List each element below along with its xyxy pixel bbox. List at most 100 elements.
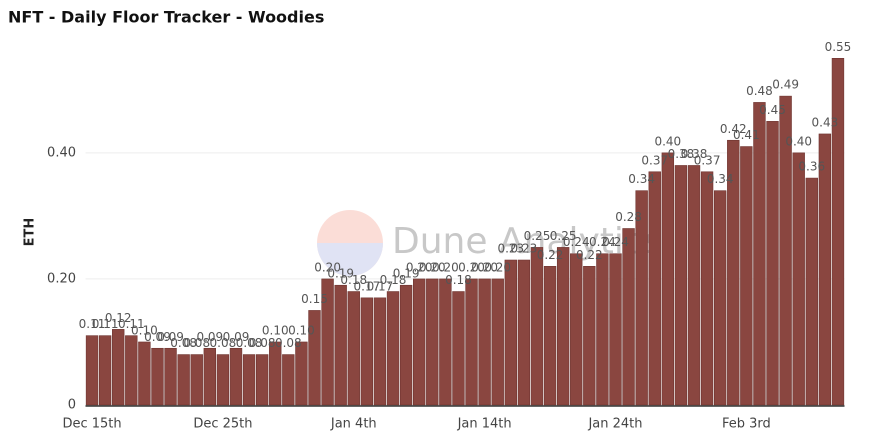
value-label: 0.36 bbox=[798, 160, 825, 174]
value-label: 0.20 bbox=[314, 260, 341, 274]
bar bbox=[373, 297, 387, 406]
bar bbox=[177, 354, 190, 406]
value-label: 0.11 bbox=[79, 317, 106, 331]
bar bbox=[635, 190, 648, 406]
x-tick-label: Dec 25th bbox=[193, 417, 252, 432]
bar bbox=[727, 139, 740, 406]
bar bbox=[622, 228, 635, 406]
value-label: 0.08 bbox=[275, 336, 302, 350]
bar bbox=[164, 347, 177, 406]
value-label: 0.09 bbox=[196, 330, 223, 344]
bar bbox=[138, 341, 151, 406]
bar bbox=[517, 259, 531, 406]
value-label: 0.20 bbox=[419, 260, 446, 274]
bar bbox=[648, 171, 661, 406]
bar bbox=[269, 341, 282, 406]
y-tick-label: 0.20 bbox=[47, 271, 76, 286]
bar bbox=[190, 354, 203, 406]
bar bbox=[700, 171, 714, 406]
x-tick-label: Jan 24th bbox=[587, 417, 642, 432]
x-tick-label: Jan 4th bbox=[330, 417, 377, 432]
value-label: 0.22 bbox=[576, 248, 603, 262]
bar bbox=[399, 284, 413, 406]
bar bbox=[125, 335, 138, 406]
value-label: 0.08 bbox=[210, 336, 237, 350]
bar bbox=[478, 278, 491, 406]
value-label: 0.22 bbox=[537, 248, 564, 262]
value-label: 0.40 bbox=[654, 134, 681, 148]
x-tick-label: Dec 15th bbox=[62, 417, 121, 432]
value-label: 0.38 bbox=[681, 147, 708, 161]
value-label: 0.20 bbox=[458, 260, 485, 274]
bar bbox=[347, 291, 360, 406]
bar bbox=[792, 152, 805, 406]
x-tick-label: Feb 3rd bbox=[722, 417, 771, 432]
value-label: 0.20 bbox=[484, 260, 511, 274]
value-label: 0.17 bbox=[353, 279, 380, 293]
bar bbox=[216, 354, 230, 406]
bar bbox=[766, 121, 779, 406]
bar bbox=[504, 259, 517, 406]
bar bbox=[151, 347, 164, 406]
value-label: 0.08 bbox=[170, 336, 197, 350]
bar bbox=[282, 354, 295, 406]
bar bbox=[753, 102, 766, 406]
value-label: 0.48 bbox=[746, 84, 773, 98]
value-label: 0.09 bbox=[223, 330, 250, 344]
value-label: 0.20 bbox=[471, 260, 498, 274]
value-label: 0.24 bbox=[589, 235, 616, 249]
value-label: 0.10 bbox=[262, 323, 289, 337]
bar bbox=[334, 284, 347, 406]
value-label: 0.10 bbox=[131, 323, 158, 337]
bar bbox=[491, 278, 504, 406]
bar bbox=[360, 297, 374, 406]
value-label: 0.19 bbox=[393, 267, 420, 281]
x-tick-label: Jan 14th bbox=[457, 417, 512, 432]
value-label: 0.19 bbox=[327, 267, 354, 281]
bar bbox=[687, 165, 701, 406]
value-label: 0.18 bbox=[340, 273, 367, 287]
bar bbox=[740, 146, 753, 406]
y-axis-label: ETH bbox=[23, 218, 38, 247]
value-label: 0.18 bbox=[445, 273, 472, 287]
value-label: 0.20 bbox=[432, 260, 459, 274]
bar bbox=[583, 266, 596, 406]
value-label: 0.37 bbox=[694, 153, 721, 167]
bar bbox=[85, 335, 99, 406]
value-label: 0.25 bbox=[524, 229, 551, 243]
value-label: 0.11 bbox=[92, 317, 119, 331]
y-tick-label: 0.40 bbox=[47, 145, 76, 160]
value-label: 0.23 bbox=[511, 242, 538, 256]
value-label: 0.15 bbox=[301, 292, 328, 306]
y-tick-label: 0 bbox=[68, 398, 76, 413]
bar bbox=[229, 347, 243, 406]
value-label: 0.08 bbox=[183, 336, 210, 350]
bar bbox=[530, 247, 544, 406]
value-label: 0.08 bbox=[236, 336, 263, 350]
bar bbox=[609, 253, 622, 406]
value-label: 0.42 bbox=[720, 122, 747, 136]
bar bbox=[661, 152, 675, 406]
bar bbox=[255, 354, 269, 406]
value-label: 0.37 bbox=[641, 153, 668, 167]
bar bbox=[203, 347, 217, 406]
value-label: 0.24 bbox=[602, 235, 629, 249]
bar bbox=[321, 278, 334, 406]
value-label: 0.40 bbox=[785, 134, 812, 148]
value-label: 0.24 bbox=[563, 235, 590, 249]
value-label: 0.34 bbox=[628, 172, 655, 186]
bar bbox=[713, 190, 727, 406]
value-label: 0.38 bbox=[668, 147, 695, 161]
value-label: 0.20 bbox=[406, 260, 433, 274]
bar bbox=[831, 58, 845, 406]
value-label: 0.41 bbox=[733, 128, 760, 142]
value-label: 0.45 bbox=[759, 103, 786, 117]
value-label: 0.49 bbox=[772, 78, 799, 92]
bar bbox=[570, 253, 583, 406]
value-label: 0.10 bbox=[288, 323, 315, 337]
value-label: 0.43 bbox=[812, 115, 839, 129]
value-label: 0.34 bbox=[707, 172, 734, 186]
bar bbox=[674, 165, 688, 406]
bar bbox=[386, 291, 400, 406]
